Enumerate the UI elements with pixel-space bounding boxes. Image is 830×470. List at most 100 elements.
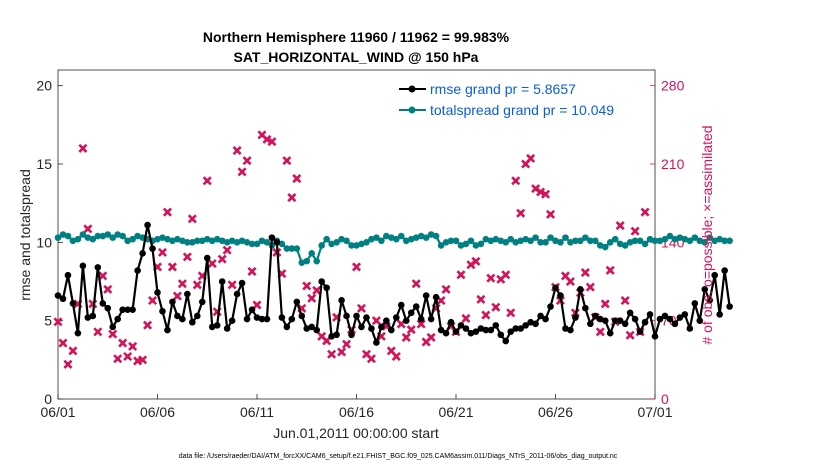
totalspread-point	[611, 235, 619, 243]
rmse-point	[198, 298, 206, 306]
obs-point-center	[284, 158, 290, 163]
totalspread-point	[696, 237, 704, 245]
obs-point	[247, 266, 257, 276]
rmse-point	[517, 325, 524, 332]
totalspread-point	[323, 235, 330, 243]
legend: rmse grand pr = 5.8657 totalspread grand…	[399, 81, 614, 118]
rmse-point	[437, 326, 445, 334]
rmse-point	[308, 323, 316, 331]
rmse-series	[54, 221, 733, 346]
rmse-point	[139, 250, 146, 257]
totalspread-point	[213, 235, 221, 243]
rmse-point	[447, 318, 455, 326]
obs-point-center	[175, 293, 180, 299]
obs-point	[441, 284, 451, 294]
totalspread-point	[184, 239, 191, 246]
totalspread-point	[522, 235, 529, 243]
obs-point	[222, 245, 232, 255]
totalspread-point	[293, 245, 301, 252]
obs-point-center	[563, 273, 568, 279]
totalspread-point	[621, 242, 629, 249]
rmse-point	[497, 331, 505, 339]
obs-point-center	[443, 287, 449, 292]
rmse-point	[174, 312, 181, 320]
totalspread-point	[164, 235, 171, 243]
totalspread-point	[447, 237, 455, 245]
obs-point-center	[503, 272, 508, 277]
obs-point-center	[369, 356, 374, 361]
obs-point-center	[543, 192, 548, 197]
totalspread-point	[373, 234, 380, 241]
totalspread-point	[124, 237, 131, 245]
obs-point-center	[190, 216, 195, 222]
totalspread-point	[606, 239, 614, 246]
obs-point	[192, 280, 202, 290]
totalspread-point	[656, 237, 664, 245]
totalspread-point	[298, 259, 306, 267]
rmse-point	[716, 311, 723, 318]
totalspread-point	[84, 234, 92, 241]
obs-point-center	[65, 362, 71, 367]
rmse-point	[577, 286, 584, 293]
obs-point-center	[294, 176, 299, 181]
totalspread-point	[328, 240, 335, 248]
rmse-point	[651, 333, 659, 340]
totalspread-point	[388, 234, 395, 241]
obs-point-center	[55, 319, 61, 324]
obs-point-center	[418, 321, 424, 327]
rmse-point	[303, 325, 311, 332]
totalspread-point	[577, 237, 584, 245]
rmse-point	[144, 221, 151, 229]
rmse-point	[442, 329, 450, 337]
plot-area	[57, 69, 656, 400]
obs-point	[138, 355, 148, 365]
obs-point	[327, 349, 337, 359]
rmse-point	[626, 309, 634, 317]
totalspread-point	[572, 237, 579, 245]
rmse-point	[507, 328, 515, 335]
rmse-point	[223, 325, 231, 332]
rmse-point	[402, 317, 410, 324]
rmse-point	[233, 290, 241, 298]
obs-point-center	[229, 282, 235, 288]
obs-point	[267, 137, 277, 147]
totalspread-point	[69, 237, 77, 245]
obs-point	[232, 146, 242, 156]
totalspread-point	[641, 240, 649, 248]
totalspread-point	[666, 232, 674, 240]
obs-point-center	[622, 298, 628, 303]
rmse-point	[671, 320, 679, 328]
obs-point-center	[125, 354, 130, 359]
obs-point	[53, 317, 63, 327]
totalspread-point	[552, 237, 559, 245]
totalspread-point	[303, 257, 311, 265]
rmse-point	[527, 318, 534, 326]
rmse-point	[258, 315, 266, 323]
obs-point-center	[155, 264, 160, 270]
left-y-ticks: 0 5 10 15 20	[36, 78, 63, 407]
obs-point-center	[498, 277, 503, 282]
x-tick-label: 06/21	[438, 404, 473, 420]
obs-point-center	[603, 301, 608, 307]
totalspread-point	[169, 237, 176, 245]
totalspread-point	[487, 237, 495, 245]
rmse-point	[333, 331, 340, 339]
obs-point-center	[528, 156, 533, 161]
rmse-point	[487, 326, 495, 334]
obs-point	[481, 310, 491, 320]
totalspread-point	[208, 237, 216, 245]
totalspread-point	[154, 235, 161, 243]
rmse-point	[149, 245, 156, 252]
totalspread-point	[288, 245, 296, 252]
totalspread-point	[442, 239, 450, 246]
totalspread-point	[243, 239, 251, 246]
obs-point	[565, 276, 575, 287]
totalspread-point	[333, 239, 340, 246]
obs-point-center	[438, 298, 444, 303]
obs-point-center	[414, 281, 419, 286]
obs-point-center	[523, 161, 528, 167]
totalspread-point	[427, 231, 435, 238]
rmse-point	[686, 325, 694, 332]
totalspread-point	[651, 237, 659, 245]
